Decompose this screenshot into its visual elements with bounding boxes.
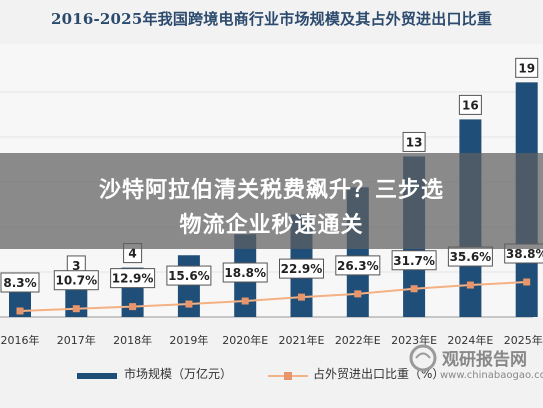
- line-value-box: [279, 258, 324, 279]
- watermark-url: www.chinabaogao.com: [440, 370, 543, 381]
- bar-value-box: [402, 131, 426, 152]
- line-marker[interactable]: [72, 305, 80, 313]
- x-tick-label: 2016年: [1, 333, 40, 347]
- x-tick-label: 2023年E: [391, 333, 437, 347]
- line-value-label: 26.3%: [337, 259, 379, 273]
- line-value-label: 22.9%: [281, 262, 323, 276]
- line-value-box: [110, 268, 156, 289]
- x-tick-label: 2019年: [169, 333, 208, 347]
- x-tick-label: 2018年: [113, 333, 152, 347]
- line-value-label: 31.7%: [393, 254, 435, 268]
- x-tick-label: 2021年E: [279, 333, 325, 347]
- bar-value-label: 16: [462, 98, 479, 112]
- legend-line-label: 占外贸进出口比重（%）: [313, 367, 445, 381]
- line-value-box: [335, 255, 381, 276]
- line-value-label: 38.8%: [506, 247, 543, 261]
- line-marker[interactable]: [410, 285, 418, 293]
- x-tick-label: 2017年: [57, 333, 96, 347]
- legend-bar-swatch: [77, 373, 117, 379]
- line-value-label: 10.7%: [55, 274, 97, 288]
- bar-value-box: [458, 94, 482, 115]
- watermark-logo-icon: [409, 344, 437, 372]
- line-value-box: [222, 262, 268, 283]
- chart-legend: 市场规模（万亿元） 占外贸进出口比重（%）: [0, 360, 543, 388]
- x-tick-label: 2020年E: [222, 333, 268, 347]
- line-marker[interactable]: [241, 297, 249, 305]
- line-series: [19, 281, 527, 312]
- line-marker[interactable]: [129, 303, 137, 311]
- x-tick-label: 2022年E: [335, 333, 381, 347]
- chart-title: 2016-2025年我国跨境电商行业市场规模及其占外贸进出口比重: [50, 10, 493, 28]
- line-marker[interactable]: [354, 290, 362, 298]
- bar-value-label: 19: [518, 61, 535, 75]
- legend-bar-label: 市场规模（万亿元）: [124, 367, 233, 381]
- line-marker[interactable]: [16, 307, 24, 315]
- bar-value-label: 3: [72, 259, 80, 273]
- line-marker[interactable]: [523, 278, 531, 286]
- x-tick-label: 2025年E: [504, 333, 543, 347]
- line-marker[interactable]: [466, 281, 474, 289]
- line-value-label: 18.8%: [224, 266, 266, 280]
- bar[interactable]: [177, 255, 200, 317]
- line-value-label: 12.9%: [112, 272, 154, 286]
- headline-overlay[interactable]: [0, 153, 543, 249]
- line-value-box: [166, 265, 212, 286]
- line-value-label: 35.6%: [450, 250, 492, 264]
- bar-value-label: 4: [128, 247, 136, 261]
- line-value-label: 15.6%: [168, 269, 210, 283]
- line-value-label: 8.3%: [3, 276, 36, 290]
- legend-line-swatch: [268, 372, 308, 380]
- line-value-box: [0, 272, 40, 293]
- watermark-text: 观研报告网: [442, 350, 527, 370]
- bar-value-box: [515, 57, 539, 78]
- watermark-logo: [408, 343, 440, 377]
- line-value-box: [53, 270, 99, 291]
- line-marker[interactable]: [185, 300, 193, 308]
- bar-value-label: 13: [406, 135, 423, 149]
- headline-line-1[interactable]: 沙特阿拉伯清关税费飙升？三步选: [98, 178, 444, 203]
- headline-line-2[interactable]: 物流企业秒速通关: [179, 213, 364, 238]
- line-marker[interactable]: [298, 293, 305, 301]
- x-tick-label: 2024年E: [447, 333, 493, 347]
- line-value-box: [391, 250, 437, 271]
